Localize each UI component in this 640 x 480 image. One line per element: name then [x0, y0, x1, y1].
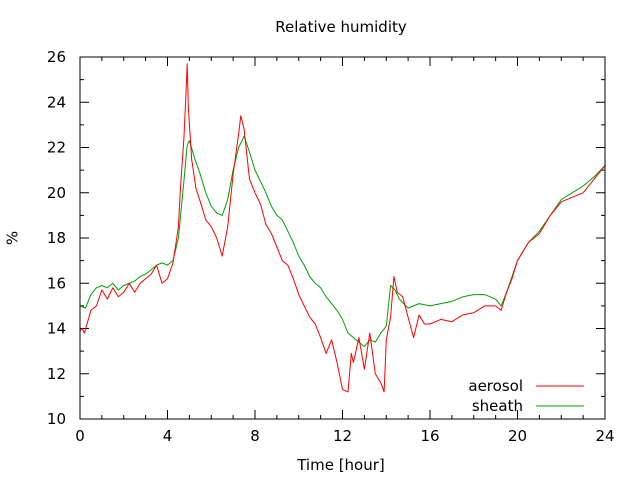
x-tick-label: 12	[333, 427, 352, 445]
legend-label-sheath: sheath	[472, 397, 523, 415]
y-tick-label: 10	[47, 410, 66, 428]
x-tick-label: 4	[163, 427, 173, 445]
x-tick-label: 20	[508, 427, 527, 445]
x-axis-label: Time [hour]	[296, 456, 385, 474]
y-tick-label: 20	[47, 184, 66, 202]
x-tick-label: 16	[420, 427, 439, 445]
y-tick-label: 24	[47, 93, 66, 111]
y-axis-label: %	[4, 231, 22, 245]
series-line-aerosol	[79, 63, 606, 393]
series-line-sheath	[79, 135, 606, 348]
ticks-layer: 0 4 8 12 16 20 24 10 12 14 16 18 20 22 24 26	[47, 48, 615, 445]
legend-label-aerosol: aerosol	[468, 377, 523, 395]
x-tick-label: 24	[595, 427, 614, 445]
y-tick-label: 18	[47, 229, 66, 247]
series-layer	[79, 63, 606, 393]
y-tick-label: 22	[47, 139, 66, 157]
plot-frame	[79, 56, 606, 420]
y-tick-label: 16	[47, 274, 66, 292]
y-tick-label: 12	[47, 365, 66, 383]
x-tick-label: 8	[250, 427, 260, 445]
legend: aerosol sheath	[468, 377, 584, 415]
x-tick-label: 0	[75, 427, 85, 445]
chart-title: Relative humidity	[275, 18, 407, 36]
y-tick-label: 14	[47, 320, 66, 338]
y-tick-label: 26	[47, 48, 66, 66]
